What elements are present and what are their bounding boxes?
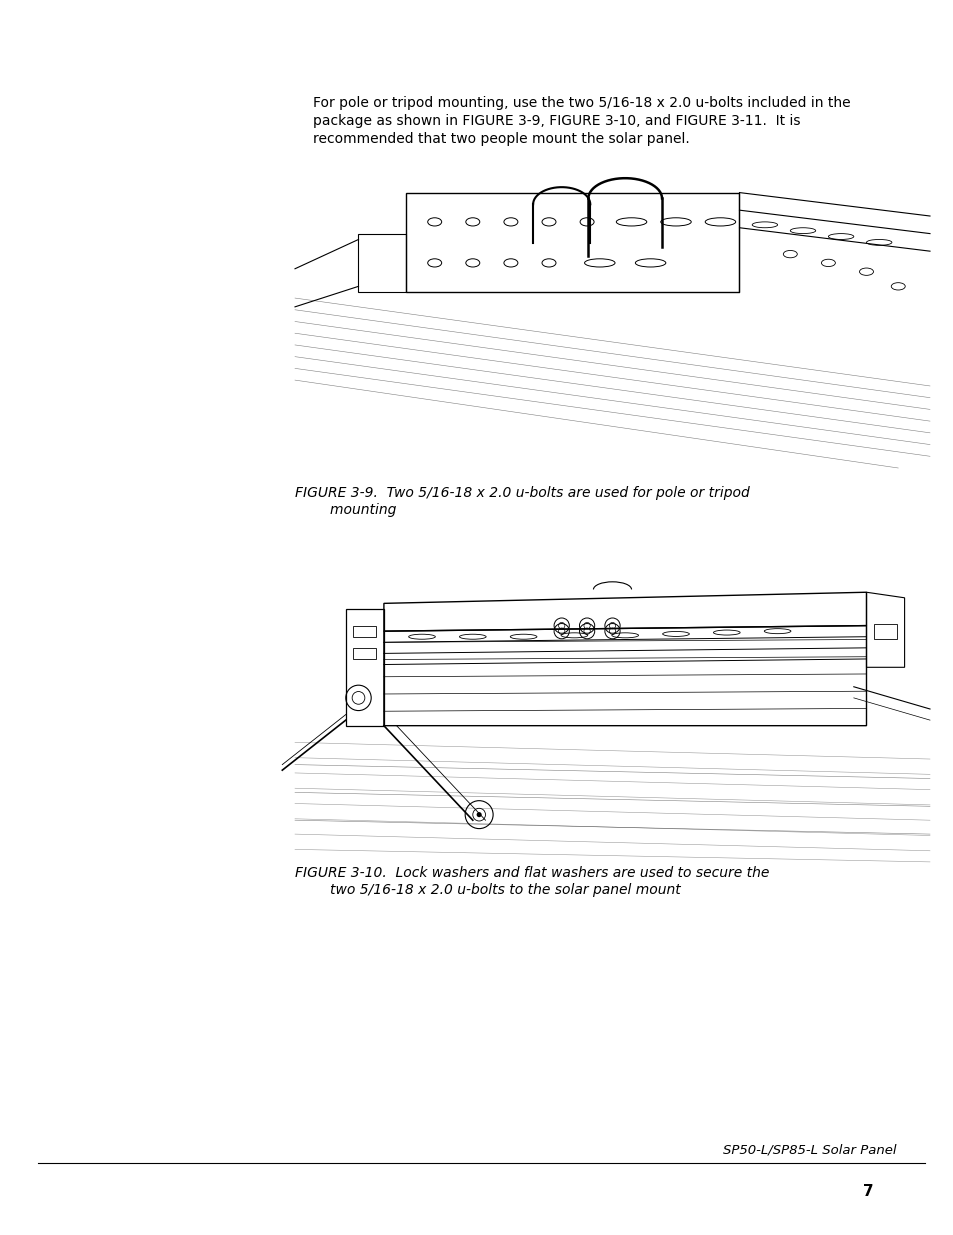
Circle shape <box>476 813 481 818</box>
Text: SP50-L/SP85-L Solar Panel: SP50-L/SP85-L Solar Panel <box>722 1144 896 1157</box>
Text: mounting: mounting <box>294 503 395 517</box>
Text: FIGURE 3-10.  Lock washers and flat washers are used to secure the: FIGURE 3-10. Lock washers and flat washe… <box>294 866 768 881</box>
Text: package as shown in FIGURE 3-9, FIGURE 3-10, and FIGURE 3-11.  It is: package as shown in FIGURE 3-9, FIGURE 3… <box>313 114 800 128</box>
Text: 7: 7 <box>862 1184 873 1199</box>
Text: FIGURE 3-9.  Two 5/16-18 x 2.0 u-bolts are used for pole or tripod: FIGURE 3-9. Two 5/16-18 x 2.0 u-bolts ar… <box>294 487 749 500</box>
Bar <box>353 626 375 637</box>
Text: For pole or tripod mounting, use the two 5/16-18 x 2.0 u-bolts included in the: For pole or tripod mounting, use the two… <box>313 96 850 110</box>
Text: two 5/16-18 x 2.0 u-bolts to the solar panel mount: two 5/16-18 x 2.0 u-bolts to the solar p… <box>294 883 680 897</box>
Text: recommended that two people mount the solar panel.: recommended that two people mount the so… <box>313 132 689 146</box>
Bar <box>353 648 375 659</box>
Bar <box>873 624 896 638</box>
